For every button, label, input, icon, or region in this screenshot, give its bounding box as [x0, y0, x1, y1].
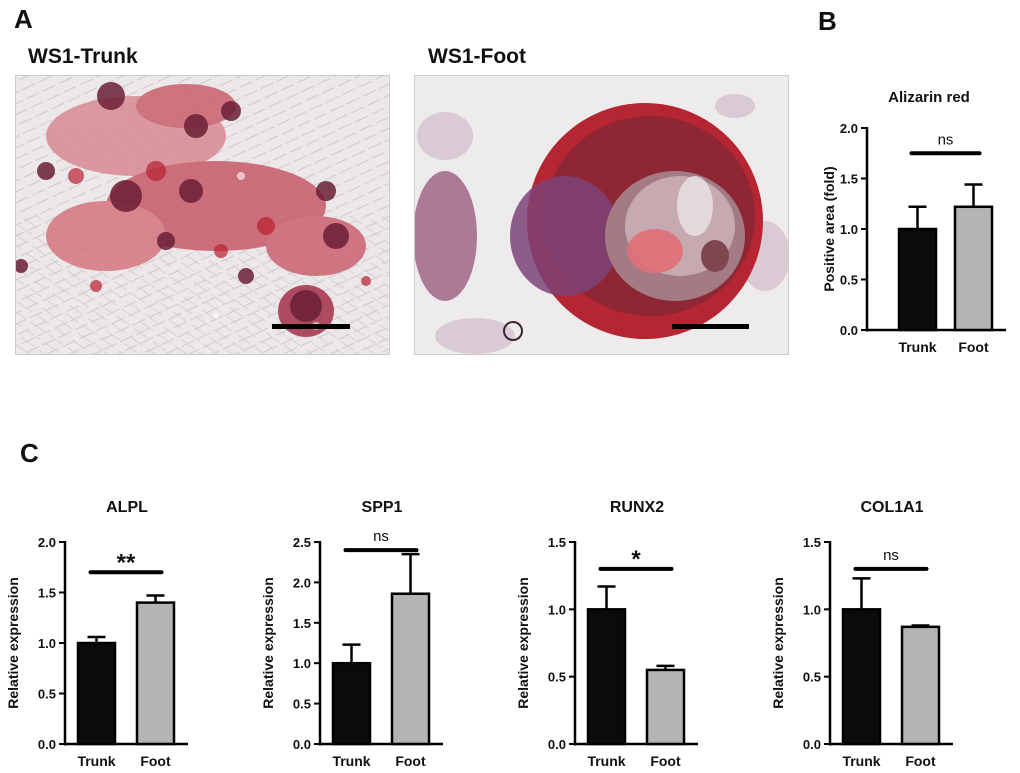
spp1-y-tick-label: 1.0: [293, 656, 311, 671]
runx2-y-tick-label: 1.0: [548, 602, 566, 617]
alizarin-chart: Alizarin red Positive area (fold) 0.0 0.5 1.…: [821, 89, 1006, 355]
alpl-significance-label: **: [117, 549, 136, 576]
trunk-micrograph-image: [16, 76, 389, 354]
alpl-y-tick-label: 1.0: [38, 636, 56, 651]
runx2-y-tick-label: 1.5: [548, 535, 566, 550]
alizarin-y-tick-label: 1.5: [840, 172, 858, 187]
spp1-y-tick-label: 0.0: [293, 737, 311, 752]
alizarin-bar-foot: [953, 205, 994, 332]
alizarin-chart-title: Alizarin red: [888, 89, 970, 106]
col1a1-y-tick-label: 0.0: [803, 737, 821, 752]
foot-image-title: WS1-Foot: [428, 45, 526, 68]
alizarin-x-tick-label: Trunk: [898, 339, 936, 355]
foot-scale-bar: [672, 324, 749, 329]
spp1-significance-label: ns: [373, 528, 389, 545]
runx2-chart: RUNX2 Relative expression 0.0 0.5 1.0 1.5 Trun…: [515, 499, 698, 769]
spp1-y-tick-label: 2.5: [293, 535, 311, 550]
runx2-x-tick-label: Trunk: [587, 753, 625, 769]
runx2-y-tick-label: 0.0: [548, 737, 566, 752]
runx2-x-tick-label: Foot: [650, 753, 681, 769]
spp1-y-axis-label: Relative expression: [260, 577, 276, 709]
alpl-y-axis-label: Relative expression: [5, 577, 21, 709]
col1a1-x-tick-label: Foot: [905, 753, 936, 769]
runx2-significance-label: *: [631, 546, 641, 573]
panel-letter-b: B: [818, 6, 837, 36]
col1a1-significance-label: ns: [883, 547, 899, 564]
alpl-y-tick-label: 0.0: [38, 737, 56, 752]
alpl-chart: ALPL Relative expression 0.0 0.5 1.0 1.5 2.0 Tr…: [5, 499, 188, 769]
col1a1-y-axis-label: Relative expression: [770, 577, 786, 709]
runx2-y-tick-label: 0.5: [548, 670, 566, 685]
panel-letter-a: A: [14, 4, 33, 34]
alpl-y-tick-label: 2.0: [38, 535, 56, 550]
spp1-x-tick-label: Foot: [395, 753, 426, 769]
alizarin-y-tick-label: 0.0: [840, 323, 858, 338]
spp1-y-tick-label: 2.0: [293, 575, 311, 590]
runx2-bar-foot: [645, 668, 686, 746]
spp1-chart-title: SPP1: [362, 499, 403, 516]
alizarin-y-tick-label: 0.5: [840, 273, 858, 288]
foot-micrograph: [414, 75, 789, 355]
alpl-bar-trunk: [76, 641, 117, 746]
alizarin-significance-label: ns: [938, 131, 954, 148]
spp1-y-tick-label: 0.5: [293, 697, 311, 712]
alpl-y-tick-label: 1.5: [38, 586, 56, 601]
alizarin-y-tick-label: 1.0: [840, 222, 858, 237]
col1a1-y-tick-label: 0.5: [803, 670, 821, 685]
alpl-x-tick-label: Trunk: [77, 753, 115, 769]
alpl-chart-title: ALPL: [106, 499, 148, 516]
spp1-chart: SPP1 Relative expression 0.0 0.5 1.0 1.5 2.0 2.…: [260, 499, 443, 769]
trunk-micrograph: [15, 75, 390, 355]
col1a1-chart: COL1A1 Relative expression 0.0 0.5 1.0 1.5 Tru…: [770, 499, 953, 769]
runx2-y-axis-label: Relative expression: [515, 577, 531, 709]
alizarin-y-axis-label: Positive area (fold): [821, 166, 837, 291]
alizarin-bar-trunk: [897, 227, 938, 332]
runx2-chart-title: RUNX2: [610, 499, 664, 516]
trunk-image-title: WS1-Trunk: [28, 45, 138, 68]
alizarin-y-tick-label: 2.0: [840, 121, 858, 136]
spp1-bar-foot: [390, 592, 431, 746]
col1a1-bar-foot: [900, 625, 941, 746]
alpl-bar-foot: [135, 601, 176, 746]
trunk-scale-bar: [272, 324, 350, 329]
runx2-bar-trunk: [586, 608, 627, 746]
panel-letter-c: C: [20, 438, 39, 468]
alpl-y-tick-label: 0.5: [38, 687, 56, 702]
col1a1-y-tick-label: 1.0: [803, 602, 821, 617]
spp1-bar-trunk: [331, 661, 372, 746]
spp1-y-tick-label: 1.5: [293, 616, 311, 631]
col1a1-bar-trunk: [841, 608, 882, 746]
spp1-x-tick-label: Trunk: [332, 753, 370, 769]
alizarin-x-tick-label: Foot: [958, 339, 989, 355]
col1a1-y-tick-label: 1.5: [803, 535, 821, 550]
foot-micrograph-image: [415, 76, 788, 354]
col1a1-x-tick-label: Trunk: [842, 753, 880, 769]
alpl-x-tick-label: Foot: [140, 753, 171, 769]
col1a1-chart-title: COL1A1: [860, 499, 923, 516]
